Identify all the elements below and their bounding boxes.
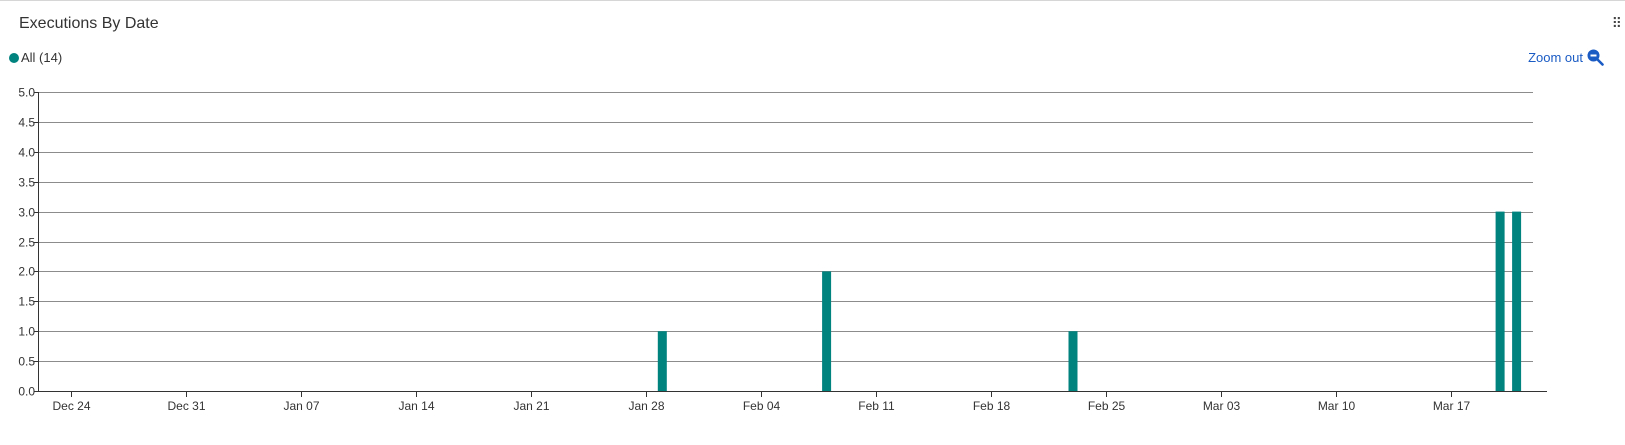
y-tick-label: 5.0 xyxy=(18,86,35,100)
axis-layer: 0.0 0.5 1.0 1.5 2.0 2.5 3.0 3.5 4.0 4.5 5.0 Dec 24 D… xyxy=(18,86,1547,413)
bar[interactable] xyxy=(822,271,832,391)
y-tick-label: 3.0 xyxy=(18,206,35,220)
x-tick-label: Jan 14 xyxy=(398,399,434,413)
x-tick-label: Feb 04 xyxy=(743,399,781,413)
x-tick-label: Mar 03 xyxy=(1203,399,1241,413)
bar[interactable] xyxy=(1512,211,1522,391)
y-tick-label: 2.5 xyxy=(18,236,35,250)
x-tick-label: Mar 10 xyxy=(1318,399,1356,413)
widget-title: Executions By Date xyxy=(19,15,159,32)
x-tick-label: Dec 31 xyxy=(167,399,205,413)
y-tick-label: 3.5 xyxy=(18,176,35,190)
bar[interactable] xyxy=(1495,211,1505,391)
x-tick-label: Jan 07 xyxy=(283,399,319,413)
grid-layer xyxy=(38,92,1533,392)
y-tick-label: 1.5 xyxy=(18,295,35,309)
y-tick-label: 2.0 xyxy=(18,265,35,279)
x-tick-label: Jan 28 xyxy=(628,399,664,413)
bar-layer xyxy=(657,211,1522,391)
widget-top-border xyxy=(0,0,1625,1)
bar[interactable] xyxy=(1068,331,1078,391)
y-tick-label: 0.0 xyxy=(18,385,35,399)
zoom-out-icon xyxy=(1587,49,1604,66)
legend-dot-icon xyxy=(9,52,19,63)
bar[interactable] xyxy=(657,331,667,391)
zoom-out-label: Zoom out xyxy=(1528,49,1583,65)
x-tick-label: Feb 18 xyxy=(973,399,1011,413)
x-tick-label: Feb 11 xyxy=(858,399,895,413)
y-tick-label: 4.0 xyxy=(18,146,35,160)
y-tick-label: 0.5 xyxy=(18,355,35,369)
zoom-out-button[interactable]: Zoom out xyxy=(1528,48,1604,66)
legend-item-all[interactable]: All (14) xyxy=(9,50,62,65)
drag-handle-icon[interactable]: ⠿ xyxy=(1611,15,1622,31)
legend-label: All (14) xyxy=(21,50,63,65)
y-tick-label: 1.0 xyxy=(18,325,35,339)
x-tick-label: Mar 17 xyxy=(1433,399,1471,413)
x-tick-label: Jan 21 xyxy=(513,399,549,413)
x-tick-label: Feb 25 xyxy=(1088,399,1126,413)
y-tick-label: 4.5 xyxy=(18,116,35,130)
x-tick-label: Dec 24 xyxy=(52,399,90,413)
